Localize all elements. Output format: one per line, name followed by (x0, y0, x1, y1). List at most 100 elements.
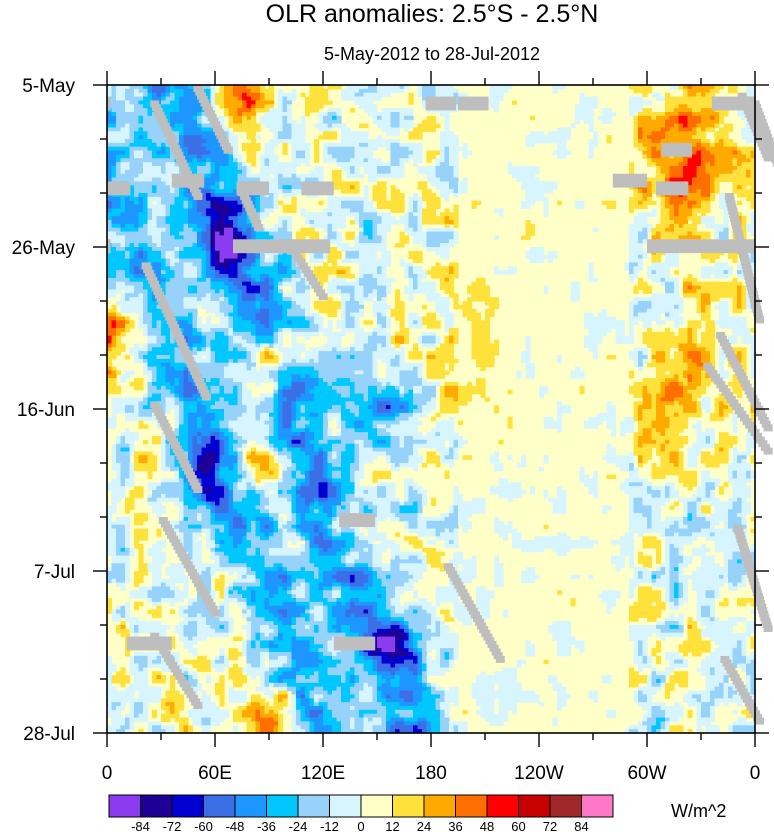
heatmap-cell (228, 158, 234, 163)
heatmap-cell (260, 177, 266, 183)
heatmap-cell (161, 262, 167, 267)
heatmap-cell (417, 285, 423, 291)
heatmap-cell (723, 289, 729, 294)
heatmap-cell (399, 258, 405, 264)
heatmap-cell (354, 208, 360, 213)
heatmap-cell (143, 185, 149, 190)
heatmap-cell (674, 131, 680, 136)
heatmap-cell (224, 196, 230, 202)
heatmap-cell (210, 235, 216, 240)
heatmap-cell (435, 235, 441, 240)
heatmap-cell (336, 235, 342, 240)
heatmap-cell (678, 96, 684, 102)
heatmap-cell (372, 270, 378, 275)
heatmap-cell (206, 200, 212, 206)
heatmap-cell (233, 223, 239, 229)
heatmap-cell (449, 227, 455, 233)
heatmap-cell (201, 223, 207, 229)
heatmap-cell (422, 208, 428, 213)
heatmap-cell (746, 162, 752, 167)
heatmap-cell (642, 200, 648, 206)
heatmap-cell (327, 258, 333, 264)
heatmap-cell (197, 270, 203, 275)
heatmap-cell (138, 270, 144, 275)
heatmap-cell (188, 258, 194, 264)
heatmap-cell (143, 123, 149, 129)
heatmap-cell (287, 274, 293, 279)
heatmap-cell (417, 92, 423, 98)
heatmap-cell (696, 208, 702, 213)
heatmap-cell (210, 247, 216, 252)
heatmap-cell (561, 139, 567, 144)
heatmap-cell (224, 239, 230, 244)
heatmap-cell (431, 208, 437, 213)
heatmap-cell (116, 92, 122, 98)
heatmap-cell (201, 150, 207, 156)
heatmap-cell (665, 258, 671, 264)
heatmap-cell (192, 266, 198, 271)
heatmap-cell (111, 227, 117, 233)
heatmap-cell (444, 127, 450, 132)
heatmap-cell (723, 131, 729, 136)
heatmap-cell (107, 281, 113, 287)
heatmap-cell (647, 112, 653, 117)
heatmap-cell (750, 216, 756, 221)
heatmap-cell (705, 88, 711, 94)
heatmap-cell (669, 169, 675, 175)
heatmap-cell (728, 177, 734, 183)
heatmap-cell (606, 112, 612, 117)
heatmap-cell (417, 131, 423, 136)
heatmap-cell (701, 293, 707, 298)
heatmap-cell (179, 193, 185, 198)
heatmap-cell (152, 162, 158, 167)
heatmap-cell (723, 154, 729, 159)
heatmap-cell (255, 262, 261, 267)
heatmap-cell (692, 216, 698, 221)
heatmap-cell (404, 119, 410, 125)
heatmap-cell (179, 297, 185, 302)
heatmap-cell (440, 266, 446, 271)
heatmap-cell (710, 193, 716, 198)
heatmap-cell (345, 162, 351, 167)
heatmap-cell (197, 239, 203, 244)
heatmap-cell (408, 262, 414, 267)
heatmap-cell (273, 289, 279, 294)
heatmap-cell (314, 173, 320, 179)
heatmap-cell (372, 146, 378, 152)
heatmap-cell (260, 119, 266, 125)
heatmap-cell (233, 112, 239, 117)
heatmap-cell (152, 270, 158, 275)
heatmap-cell (134, 112, 140, 117)
heatmap-cell (179, 196, 185, 202)
heatmap-cell (368, 200, 374, 206)
heatmap-cell (557, 154, 563, 159)
heatmap-cell (629, 239, 635, 244)
heatmap-cell (201, 250, 207, 256)
heatmap-cell (525, 189, 531, 194)
heatmap-cell (467, 150, 473, 156)
heatmap-cell (449, 185, 455, 190)
heatmap-cell (246, 119, 252, 125)
heatmap-cell (678, 169, 684, 175)
heatmap-cell (143, 250, 149, 256)
heatmap-cell (674, 127, 680, 132)
heatmap-cell (246, 289, 252, 294)
heatmap-cell (323, 150, 329, 156)
heatmap-cell (665, 131, 671, 136)
heatmap-cell (449, 146, 455, 152)
heatmap-cell (269, 169, 275, 175)
heatmap-cell (381, 293, 387, 298)
heatmap-cell (233, 154, 239, 159)
heatmap-cell (386, 88, 392, 94)
heatmap-cell (138, 185, 144, 190)
heatmap-cell (282, 223, 288, 229)
heatmap-cell (674, 254, 680, 260)
heatmap-cell (224, 250, 230, 256)
heatmap-cell (134, 227, 140, 233)
heatmap-cell (147, 208, 153, 213)
heatmap-cell (233, 281, 239, 287)
heatmap-cell (372, 193, 378, 198)
heatmap-cell (296, 146, 302, 152)
heatmap-cell (143, 231, 149, 237)
heatmap-cell (521, 166, 527, 171)
